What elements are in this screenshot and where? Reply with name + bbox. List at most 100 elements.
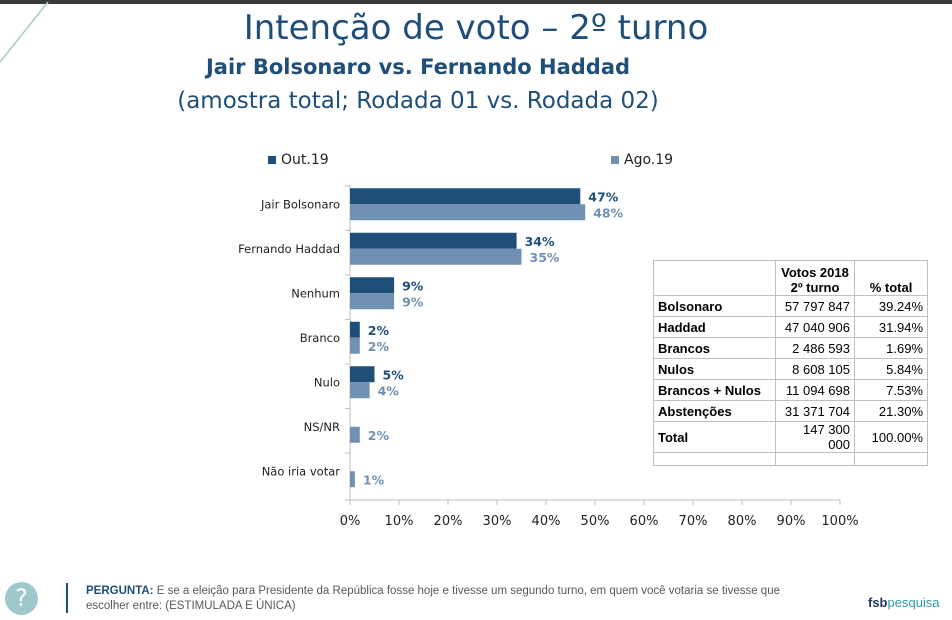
table-cell-empty (653, 452, 776, 466)
table-header-votes-text: Votos 2018 2º turno (781, 265, 849, 295)
table-cell-label: Haddad (653, 316, 776, 338)
table-header-percent: % total (854, 260, 928, 296)
logo-part-fsb: fsb (868, 595, 888, 610)
bar-series-2 (350, 248, 522, 265)
table-cell-label: Brancos (653, 337, 776, 359)
table-row: Bolsonaro 57 797 847 39.24% (653, 295, 928, 317)
category-label: Não iria votar (262, 464, 341, 478)
x-tick-label: 20% (434, 514, 463, 529)
question-text: PERGUNTA: E se a eleição para Presidente… (86, 584, 826, 614)
x-tick-label: 40% (532, 514, 561, 529)
data-label-series-2: 35% (530, 250, 560, 265)
x-tick-label: 90% (777, 514, 806, 529)
table-header-blank (653, 260, 776, 296)
table-cell-percent: 39.24% (854, 295, 928, 317)
table-row: Nulos 8 608 105 5.84% (653, 358, 928, 380)
legend-swatch-series-1 (268, 156, 276, 164)
category-label: Nulo (314, 375, 340, 389)
table-cell-label: Nulos (653, 358, 776, 380)
question-label: PERGUNTA: (86, 585, 154, 597)
table-cell-empty (775, 452, 855, 466)
table-cell-votes: 31 371 704 (775, 400, 855, 422)
bar-series-1 (350, 277, 395, 294)
bar-series-1 (350, 232, 517, 249)
bar-series-2 (350, 204, 586, 221)
table-row: Haddad 47 040 906 31.94% (653, 316, 928, 338)
category-label: Jair Bolsonaro (260, 197, 340, 211)
data-label-series-1: 2% (368, 323, 390, 338)
data-label-series-2: 2% (368, 339, 390, 354)
table-cell-label: Abstenções (653, 400, 776, 422)
table-cell-percent: 1.69% (854, 337, 928, 359)
category-label: Fernando Haddad (238, 242, 340, 256)
x-tick-label: 10% (385, 514, 414, 529)
corner-decoration (0, 1, 49, 63)
data-label-series-1: 34% (525, 234, 555, 249)
table-cell-percent: 21.30% (854, 400, 928, 422)
table-row: Brancos 2 486 593 1.69% (653, 337, 928, 359)
legend-item-series-1: Out.19 (268, 152, 329, 168)
data-label-series-2: 2% (368, 428, 390, 443)
table-cell-votes: 147 300 000 (775, 421, 855, 453)
fsb-logo: fsbpesquisa (868, 595, 940, 610)
data-label-series-2: 4% (378, 383, 400, 398)
table-cell-label: Bolsonaro (653, 295, 776, 317)
page-title: Intenção de voto – 2º turno (243, 8, 709, 48)
x-tick-label: 60% (630, 514, 659, 529)
logo-part-pesquisa: pesquisa (887, 595, 940, 610)
x-tick-label: 50% (581, 514, 610, 529)
bar-series-2 (350, 337, 360, 354)
table-cell-votes: 2 486 593 (775, 337, 855, 359)
category-label: Branco (300, 331, 340, 345)
category-label: NS/NR (304, 420, 340, 434)
table-row: Brancos + Nulos 11 094 698 7.53% (653, 379, 928, 401)
votes-2018-table: Votos 2018 2º turno % total Bolsonaro 57 … (653, 260, 928, 466)
legend-label-series-1: Out.19 (281, 152, 329, 168)
table-header-votes: Votos 2018 2º turno (775, 260, 855, 296)
table-row: Total 147 300 000 100.00% (653, 421, 928, 453)
table-cell-votes: 57 797 847 (775, 295, 855, 317)
bar-series-1 (350, 366, 375, 383)
top-bar (0, 0, 952, 4)
table-row-empty (653, 452, 928, 466)
data-label-series-2: 1% (363, 472, 385, 487)
x-tick-label: 70% (679, 514, 708, 529)
table-cell-empty (854, 452, 928, 466)
help-icon[interactable]: ? (5, 582, 38, 615)
x-tick-label: 30% (483, 514, 512, 529)
table-cell-votes: 47 040 906 (775, 316, 855, 338)
bar-series-1 (350, 321, 360, 338)
data-label-series-1: 47% (588, 189, 618, 204)
x-tick-label: 0% (340, 514, 361, 529)
table-header-row: Votos 2018 2º turno % total (653, 260, 928, 296)
table-row: Abstenções 31 371 704 21.30% (653, 400, 928, 422)
bar-series-2 (350, 471, 355, 488)
legend-swatch-series-2 (611, 156, 619, 164)
bar-series-2 (350, 426, 360, 443)
page-subtitle-sample: (amostra total; Rodada 01 vs. Rodada 02) (177, 88, 659, 114)
category-label: Nenhum (291, 286, 340, 300)
x-tick-label: 100% (821, 514, 858, 529)
table-cell-label: Total (653, 421, 776, 453)
data-label-series-2: 48% (593, 205, 623, 220)
question-body: E se a eleição para Presidente da Repúbl… (86, 585, 780, 612)
table-cell-label: Brancos + Nulos (653, 379, 776, 401)
page-subtitle: Jair Bolsonaro vs. Fernando Haddad (205, 55, 631, 79)
bar-series-2 (350, 293, 395, 310)
table-cell-votes: 8 608 105 (775, 358, 855, 380)
question-accent-bar (66, 583, 68, 613)
bar-series-2 (350, 382, 370, 399)
table-cell-percent: 31.94% (854, 316, 928, 338)
legend-item-series-2: Ago.19 (611, 152, 673, 168)
legend-label-series-2: Ago.19 (624, 152, 674, 168)
table-cell-percent: 7.53% (854, 379, 928, 401)
table-cell-percent: 100.00% (854, 421, 928, 453)
table-cell-percent: 5.84% (854, 358, 928, 380)
data-label-series-2: 9% (402, 294, 424, 309)
x-tick-label: 80% (728, 514, 757, 529)
bar-chart: 0% 10% 20% 30% 40% 50% 60% 70% 80% 90% 100% Jair Bo… (238, 185, 859, 529)
data-label-series-1: 9% (402, 278, 424, 293)
bar-series-1 (350, 188, 581, 205)
table-cell-votes: 11 094 698 (775, 379, 855, 401)
table-body: Bolsonaro 57 797 847 39.24% Haddad 47 040 90… (653, 295, 928, 466)
